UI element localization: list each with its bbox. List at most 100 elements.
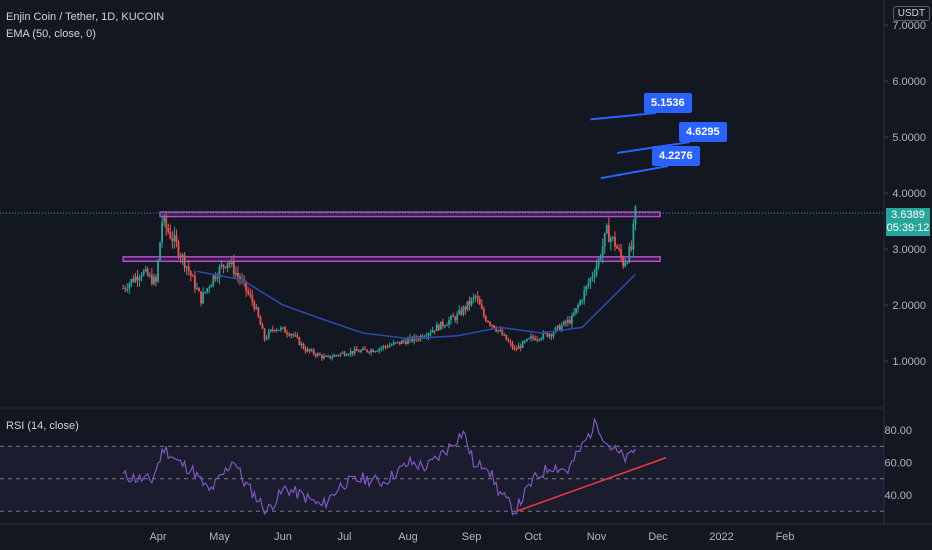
candle-body: [318, 353, 321, 356]
candle-body: [257, 307, 260, 318]
candle-body: [587, 283, 590, 287]
rsi-title: RSI (14, close): [6, 420, 79, 432]
rsi-legend[interactable]: RSI (14, close): [6, 420, 79, 432]
candle-body: [585, 286, 588, 291]
candle-body: [362, 348, 364, 351]
candle-body: [144, 269, 147, 272]
candle-body: [605, 225, 608, 234]
candle-body: [304, 348, 307, 352]
candle-body: [308, 349, 311, 352]
candle-body: [126, 288, 129, 290]
time-tick-label: May: [209, 531, 230, 543]
price-tick-label: 3.0000: [892, 244, 926, 256]
price-callout-3[interactable]: 4.2276: [652, 146, 700, 166]
candle-body: [282, 327, 284, 329]
ema-legend[interactable]: EMA (50, close, 0): [6, 28, 96, 40]
candle-body: [421, 335, 424, 338]
candle-body: [333, 355, 336, 358]
candle-body: [538, 339, 541, 341]
candle-body: [558, 325, 561, 331]
candle-body: [343, 352, 346, 356]
candle-body: [355, 349, 358, 352]
candle-body: [427, 333, 430, 337]
candle-body: [589, 278, 592, 284]
candle-body: [487, 320, 489, 323]
candle-body: [505, 334, 508, 341]
candle-body: [480, 304, 483, 309]
price-callout-1[interactable]: 5.1536: [644, 93, 692, 113]
candle-body: [634, 206, 637, 224]
candle-body: [280, 327, 282, 330]
candle-body: [624, 262, 627, 267]
candle-body: [165, 217, 168, 228]
currency-button[interactable]: USDT: [892, 6, 930, 21]
candle-body: [437, 324, 440, 330]
candle-body: [630, 246, 633, 250]
candle-body: [464, 307, 467, 310]
rsi-line: [122, 417, 637, 516]
candle-body: [620, 249, 623, 258]
candle-body: [562, 321, 565, 326]
candle-body: [239, 276, 241, 281]
last-price-tag: 3.6389 05:39:12: [886, 208, 930, 236]
candle-body: [167, 227, 170, 232]
candle-body: [351, 351, 354, 354]
candle-body: [493, 325, 495, 329]
candle-body: [507, 340, 510, 342]
candle-body: [368, 351, 370, 353]
symbol-title: Enjin Coin / Tether, 1D, KUCOIN: [6, 11, 165, 23]
candle-body: [345, 354, 348, 356]
candle-body: [456, 314, 459, 321]
candle-body: [616, 246, 618, 249]
candle-body: [501, 330, 504, 336]
candle-body: [314, 353, 317, 356]
candle-body: [417, 339, 420, 341]
candle-body: [210, 284, 213, 288]
candle-body: [599, 257, 602, 259]
candle-body: [290, 334, 293, 336]
candle-body: [612, 236, 614, 239]
candle-body: [474, 296, 477, 298]
candle-body: [212, 275, 215, 285]
candle-body: [509, 341, 512, 344]
candle-body: [466, 301, 469, 310]
candle-body: [519, 345, 522, 348]
candle-body: [495, 328, 498, 332]
candle-body: [583, 290, 586, 301]
candle-body: [288, 334, 291, 336]
candle-body: [142, 271, 145, 276]
candle-body: [603, 233, 606, 247]
candle-body: [321, 355, 323, 359]
candle-body: [499, 330, 502, 332]
symbol-legend[interactable]: Enjin Coin / Tether, 1D, KUCOIN: [6, 11, 164, 23]
candle-body: [407, 339, 409, 345]
candle-body: [396, 341, 399, 343]
candle-body: [568, 319, 571, 324]
candle-body: [202, 292, 204, 304]
candle-body: [626, 262, 629, 264]
candle-body: [577, 305, 579, 309]
price-callout-2[interactable]: 4.6295: [679, 122, 727, 142]
candle-body: [218, 266, 221, 278]
candle-body: [286, 332, 288, 335]
candle-body: [183, 254, 186, 268]
callout-pointer: [600, 165, 669, 180]
candle-body: [593, 274, 596, 277]
candle-body: [458, 310, 461, 315]
rsi-tick-label: 40.00: [884, 490, 912, 502]
price-tick-label: 1.0000: [892, 356, 926, 368]
candle-body: [259, 317, 262, 325]
candle-body: [191, 275, 194, 277]
candle-body: [560, 325, 563, 331]
candle-body: [622, 257, 625, 267]
candle-body: [335, 355, 338, 357]
candle-body: [329, 355, 332, 359]
candle-body: [337, 355, 340, 357]
candle-body: [392, 342, 395, 345]
time-tick-label: Dec: [648, 531, 668, 543]
candle-body: [448, 320, 450, 325]
candle-body: [546, 332, 549, 337]
rsi-tick-label: 80.00: [884, 425, 912, 437]
candle-body: [187, 266, 190, 272]
